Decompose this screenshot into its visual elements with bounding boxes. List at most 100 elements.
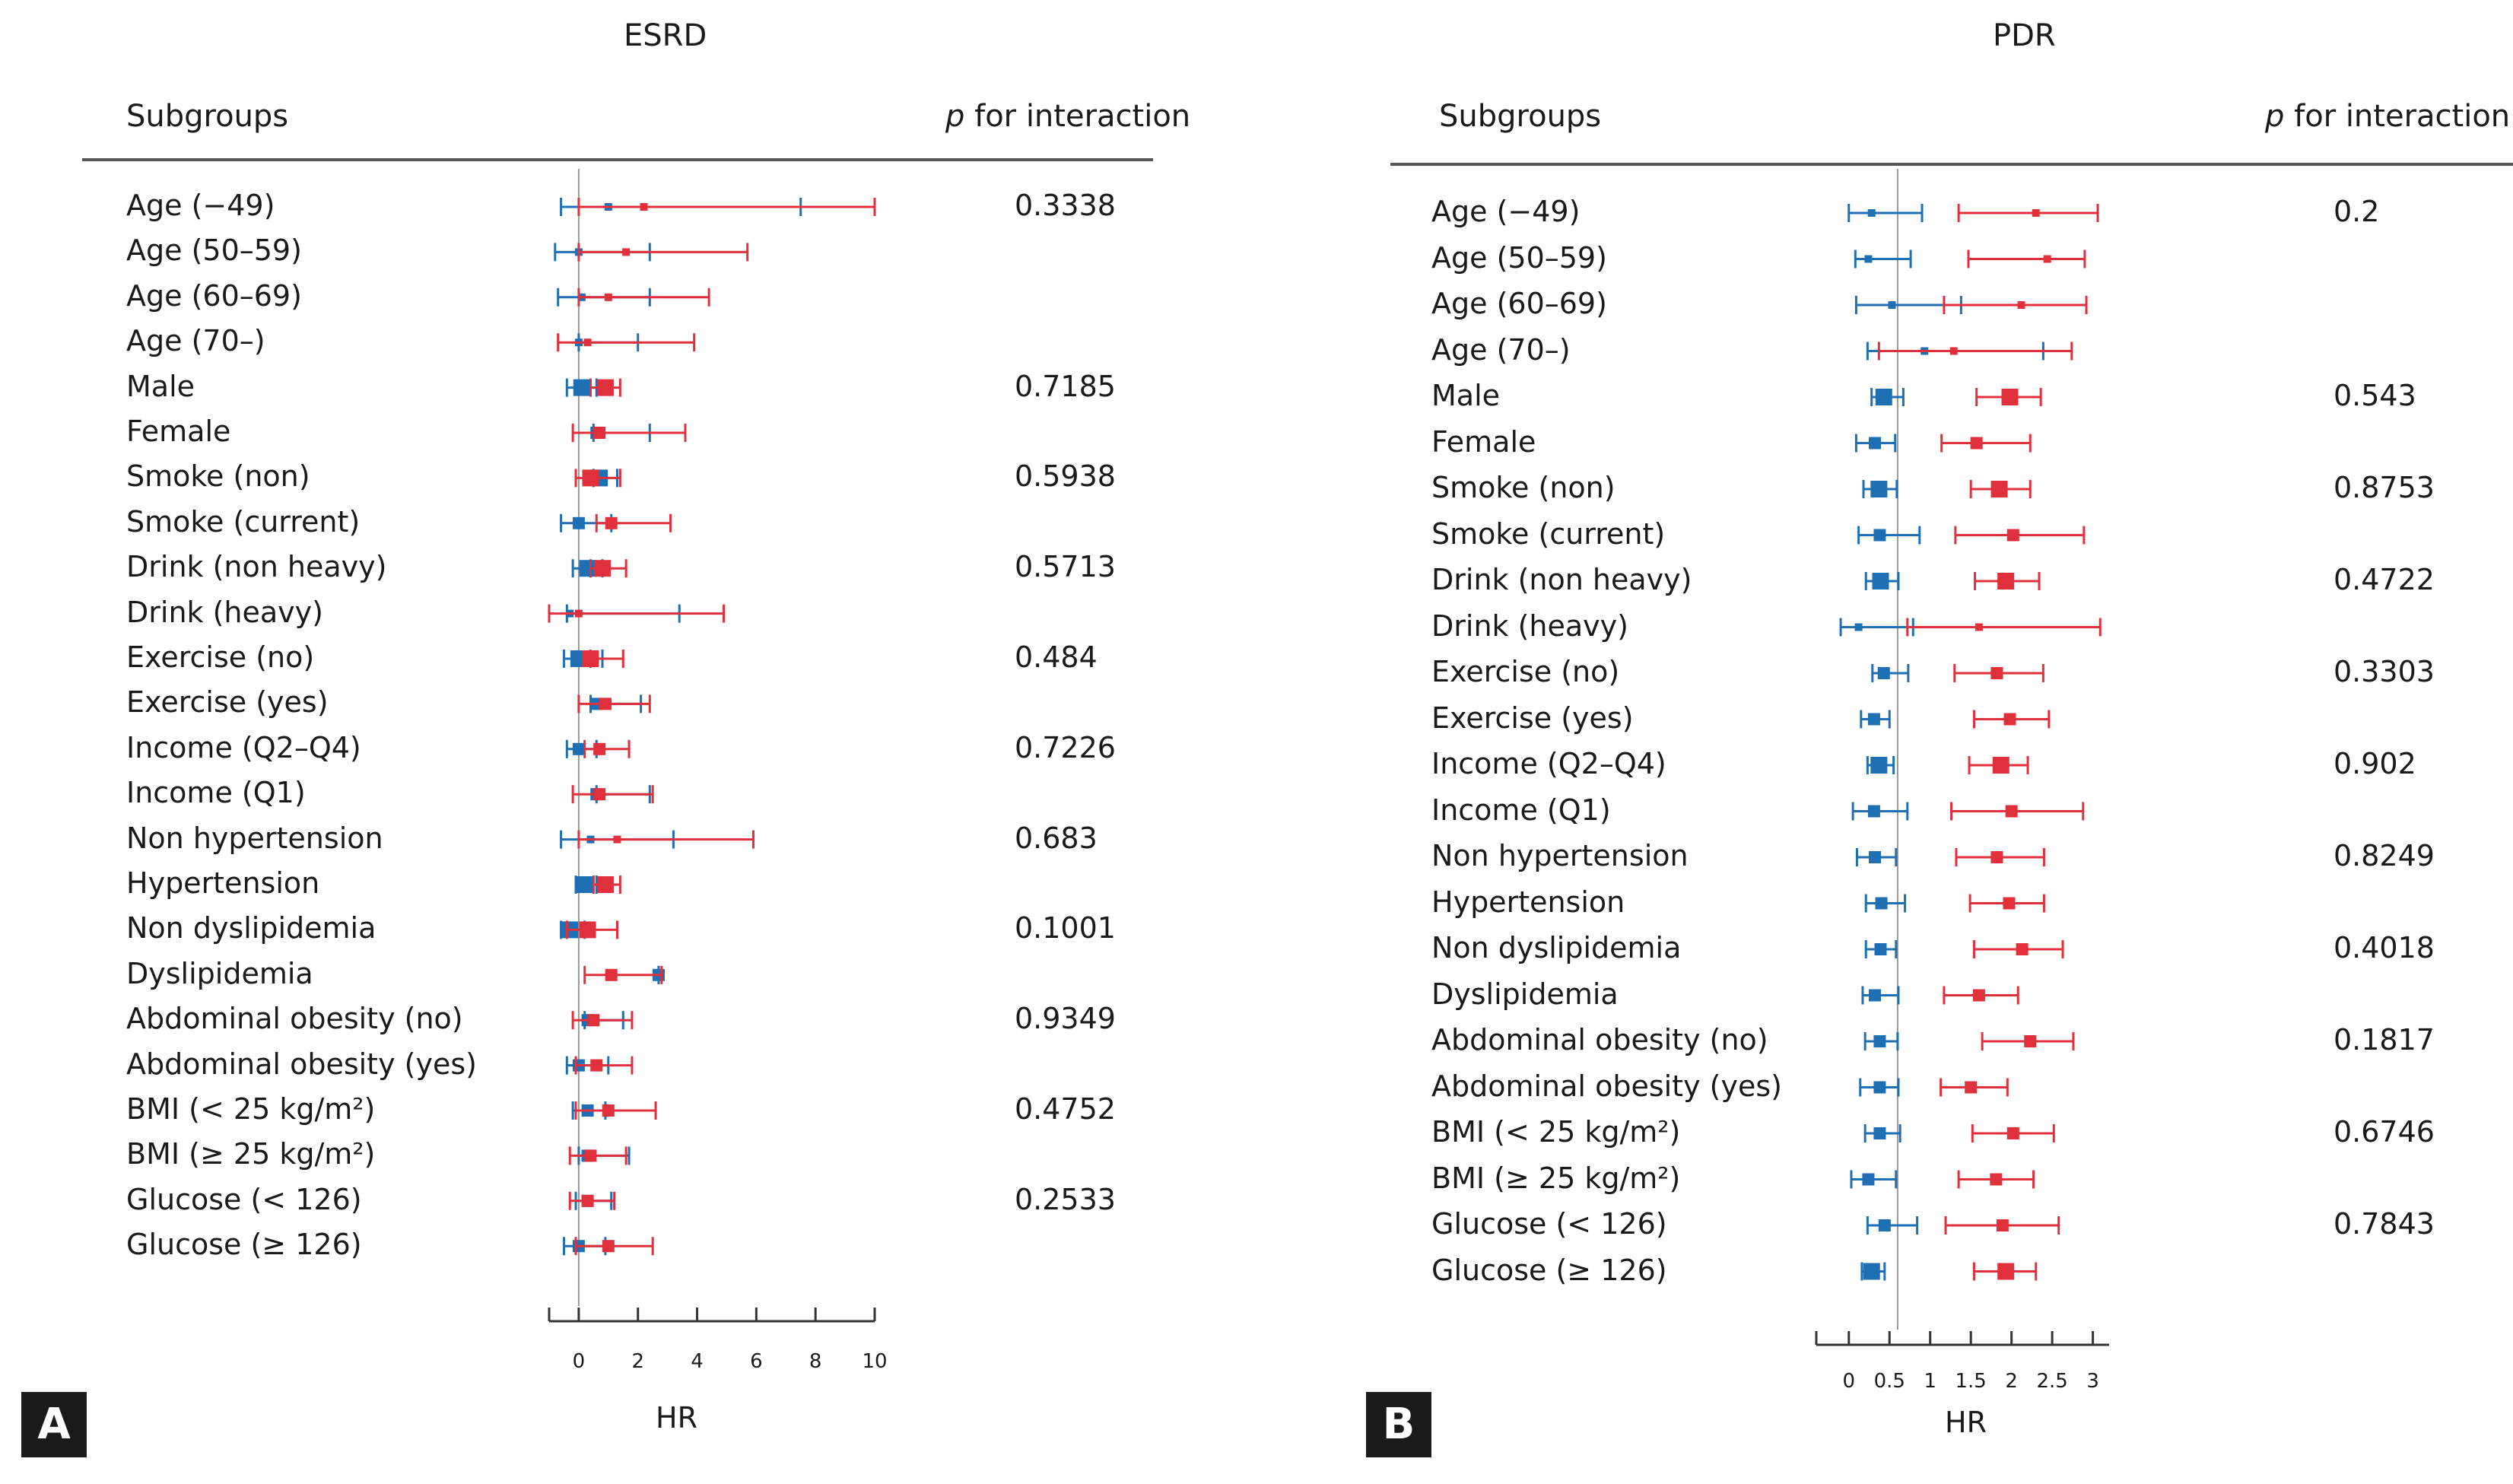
subgroup-label: Income (Q1) bbox=[126, 776, 306, 810]
red-point-estimate bbox=[605, 968, 618, 981]
subgroup-label: Income (Q2–Q4) bbox=[126, 730, 361, 764]
p-value: 0.683 bbox=[1015, 821, 1098, 855]
subgroup-label: Drink (non heavy) bbox=[1431, 563, 1692, 596]
subgroup-label: Abdominal obesity (no) bbox=[1431, 1023, 1768, 1057]
subgroup-label: BMI (< 25 kg/m²) bbox=[1431, 1115, 1681, 1149]
x-tick-label: 1 bbox=[1924, 1370, 1936, 1393]
p-value: 0.6746 bbox=[2334, 1115, 2435, 1149]
p-value: 0.3303 bbox=[2334, 655, 2435, 688]
p-value: 0.2533 bbox=[1015, 1182, 1116, 1216]
p-value: 0.8249 bbox=[2334, 839, 2435, 872]
p-value: 0.902 bbox=[2334, 747, 2416, 780]
x-tick-label: 0.5 bbox=[1874, 1370, 1905, 1393]
forest-panel-pdr: PDR Subgroups p for interaction Age (−49… bbox=[1256, 0, 2513, 1484]
red-point-estimate bbox=[2043, 255, 2051, 263]
red-point-estimate bbox=[574, 609, 583, 618]
x-tick-label: 0 bbox=[573, 1350, 586, 1373]
red-point-estimate bbox=[590, 1059, 603, 1072]
red-point-estimate bbox=[582, 650, 599, 667]
red-point-estimate bbox=[2016, 943, 2029, 955]
subgroup-label: Non hypertension bbox=[1431, 839, 1689, 872]
x-tick-label: 10 bbox=[862, 1350, 887, 1373]
subgroup-label: Age (60–69) bbox=[126, 278, 302, 313]
subgroup-label: Drink (heavy) bbox=[126, 595, 323, 629]
blue-point-estimate bbox=[1862, 1173, 1875, 1186]
forest-panel-esrd: ESRD Subgroups p for interaction Age (−4… bbox=[0, 0, 1256, 1484]
subgroup-label: Male bbox=[1431, 379, 1501, 412]
subgroup-label: Exercise (no) bbox=[1431, 655, 1620, 688]
axis-title: HR bbox=[656, 1401, 697, 1435]
p-value: 0.4752 bbox=[1015, 1092, 1116, 1126]
chart-title: PDR bbox=[1993, 18, 2056, 53]
panel-badge: B bbox=[1366, 1392, 1431, 1457]
x-tick-label: 0 bbox=[1843, 1370, 1856, 1393]
blue-point-estimate bbox=[1878, 1219, 1891, 1231]
blue-point-estimate bbox=[1870, 481, 1888, 497]
blue-point-estimate bbox=[1873, 1127, 1886, 1139]
red-point-estimate bbox=[1997, 573, 2015, 589]
blue-point-estimate bbox=[1875, 897, 1888, 910]
subgroups-header: Subgroups bbox=[126, 99, 289, 134]
p-value: 0.5713 bbox=[1015, 550, 1116, 584]
p-value: 0.9349 bbox=[1015, 1002, 1116, 1036]
red-point-estimate bbox=[579, 921, 596, 939]
p-value: 0.1001 bbox=[1015, 911, 1116, 945]
p-value: 0.2 bbox=[2334, 195, 2380, 228]
red-point-estimate bbox=[1974, 623, 1983, 631]
red-point-estimate bbox=[1949, 347, 1958, 355]
red-point-estimate bbox=[2017, 301, 2025, 309]
p-value: 0.8753 bbox=[2334, 471, 2435, 504]
forest-plot-svg: 0 2 4 6 8 10 bbox=[548, 169, 888, 1373]
blue-point-estimate bbox=[1854, 623, 1863, 631]
blue-point-estimate bbox=[573, 379, 590, 396]
red-point-estimate bbox=[613, 835, 621, 844]
subgroup-label: Male bbox=[126, 369, 195, 403]
subgroup-label: Exercise (yes) bbox=[126, 685, 329, 720]
blue-point-estimate bbox=[1874, 943, 1887, 955]
red-point-estimate bbox=[583, 338, 592, 347]
subgroup-label: Non dyslipidemia bbox=[1431, 931, 1682, 964]
blue-point-estimate bbox=[1869, 851, 1881, 863]
red-point-estimate bbox=[1990, 1173, 2003, 1186]
p-value: 0.7226 bbox=[1015, 730, 1116, 764]
p-interaction-header: p for interaction bbox=[2265, 99, 2510, 134]
blue-point-estimate bbox=[1863, 1263, 1880, 1280]
subgroup-label: Dyslipidemia bbox=[1431, 977, 1619, 1011]
subgroup-label: Glucose (≥ 126) bbox=[126, 1228, 362, 1262]
subgroups-header: Subgroups bbox=[1439, 99, 1602, 134]
subgroup-label: Non hypertension bbox=[126, 821, 383, 855]
subgroup-label: BMI (≥ 25 kg/m²) bbox=[1431, 1161, 1681, 1195]
red-point-estimate bbox=[1990, 851, 2003, 863]
subgroup-label: Age (50–59) bbox=[126, 234, 302, 268]
blue-point-estimate bbox=[1867, 209, 1876, 217]
red-point-estimate bbox=[622, 248, 631, 256]
red-point-estimate bbox=[593, 788, 606, 801]
p-interaction-header: p for interaction bbox=[945, 99, 1190, 134]
subgroup-label: Hypertension bbox=[126, 866, 320, 900]
blue-point-estimate bbox=[572, 516, 585, 529]
x-tick-label: 2 bbox=[631, 1350, 644, 1373]
p-value: 0.5938 bbox=[1015, 459, 1116, 494]
red-point-estimate bbox=[2032, 209, 2040, 217]
subgroup-label: Age (−49) bbox=[1431, 195, 1581, 228]
x-tick-label: 6 bbox=[750, 1350, 763, 1373]
red-point-estimate bbox=[2006, 1127, 2019, 1139]
red-point-estimate bbox=[2005, 805, 2018, 818]
red-point-estimate bbox=[594, 560, 612, 577]
red-point-estimate bbox=[1972, 989, 1985, 1002]
red-point-estimate bbox=[2024, 1035, 2037, 1047]
subgroup-label: Dyslipidemia bbox=[126, 956, 313, 990]
subgroup-label: Glucose (< 126) bbox=[126, 1182, 362, 1216]
x-tick-label: 2 bbox=[2005, 1370, 2018, 1393]
subgroup-label: BMI (< 25 kg/m²) bbox=[126, 1092, 376, 1126]
chart-title: ESRD bbox=[624, 18, 707, 53]
red-point-estimate bbox=[584, 1149, 597, 1162]
red-point-estimate bbox=[2006, 529, 2019, 542]
p-value: 0.7843 bbox=[2334, 1207, 2435, 1241]
red-point-estimate bbox=[582, 469, 599, 487]
red-point-estimate bbox=[593, 742, 606, 755]
header-rule bbox=[82, 158, 1153, 161]
subgroup-label: Drink (non heavy) bbox=[126, 550, 387, 584]
subgroup-label: Income (Q1) bbox=[1431, 793, 1611, 827]
subgroup-label: Glucose (≥ 126) bbox=[1431, 1253, 1667, 1287]
